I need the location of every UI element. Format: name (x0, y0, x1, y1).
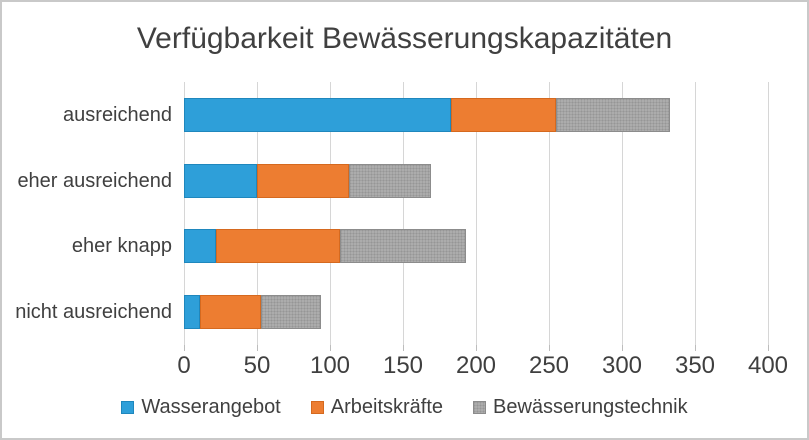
bar-segment (257, 163, 349, 198)
legend-item: Arbeitskräfte (310, 396, 444, 419)
x-axis-tick-mark (257, 345, 258, 351)
bar-segment (184, 295, 201, 330)
legend-swatch-icon (121, 401, 135, 414)
gridline (403, 82, 404, 345)
bar-row-4 (184, 295, 322, 330)
x-axis-tick-mark (403, 345, 404, 351)
x-axis-tick-label: 100 (309, 352, 351, 379)
bar-row-1 (184, 97, 671, 132)
x-axis-tick-label: 300 (601, 352, 643, 379)
x-axis-tick-mark (549, 345, 550, 351)
x-axis-tick-mark (622, 345, 623, 351)
x-axis-tick-label: 250 (528, 352, 570, 379)
x-axis-tick-label: 350 (674, 352, 716, 379)
legend-swatch-icon (473, 401, 487, 414)
gridline (768, 82, 769, 345)
x-axis-tick-mark (184, 345, 185, 351)
gridline (622, 82, 623, 345)
bar-segment (261, 295, 322, 330)
chart-title: Verfügbarkeit Bewässerungskapazitäten (136, 22, 673, 55)
legend-swatch-icon (310, 401, 324, 414)
bar-segment (340, 229, 466, 264)
bar-segment (184, 229, 217, 264)
category-label: eher knapp (71, 235, 172, 258)
x-axis-tick-label: 50 (243, 352, 271, 379)
gridline (257, 82, 258, 345)
category-label: eher ausreichend (17, 169, 172, 192)
bar-segment (451, 97, 557, 132)
legend-label: Arbeitskräfte (330, 396, 444, 418)
x-axis-tick-label: 400 (747, 352, 789, 379)
legend-label: Wasserangebot (141, 396, 281, 418)
bar-segment (556, 97, 671, 132)
x-axis-tick-label: 0 (177, 352, 191, 379)
bar-row-2 (184, 163, 431, 198)
category-label: nicht ausreichend (15, 301, 172, 324)
x-axis-tick-mark (476, 345, 477, 351)
legend-item: Bewässerungstechnik (473, 396, 688, 419)
gridline (695, 82, 696, 345)
bar-segment (184, 97, 452, 132)
gridline (549, 82, 550, 345)
bar-segment (216, 229, 341, 264)
bar-segment (184, 163, 257, 198)
x-axis-tick-label: 200 (455, 352, 497, 379)
legend-label: Bewässerungstechnik (493, 396, 688, 418)
gridline (330, 82, 331, 345)
bar-segment (200, 295, 262, 330)
gridline (184, 82, 185, 345)
x-axis-tick-mark (768, 345, 769, 351)
legend: Wasserangebot Arbeitskräfte Bewässerungste… (2, 396, 807, 419)
gridline (476, 82, 477, 345)
category-label: ausreichend (63, 103, 172, 126)
x-axis-tick-mark (330, 345, 331, 351)
x-axis-tick-mark (695, 345, 696, 351)
bar-segment (348, 163, 431, 198)
bar-row-3 (184, 229, 466, 264)
legend-item: Wasserangebot (121, 396, 281, 419)
plot-area (184, 82, 769, 345)
x-axis-tick-label: 150 (382, 352, 424, 379)
